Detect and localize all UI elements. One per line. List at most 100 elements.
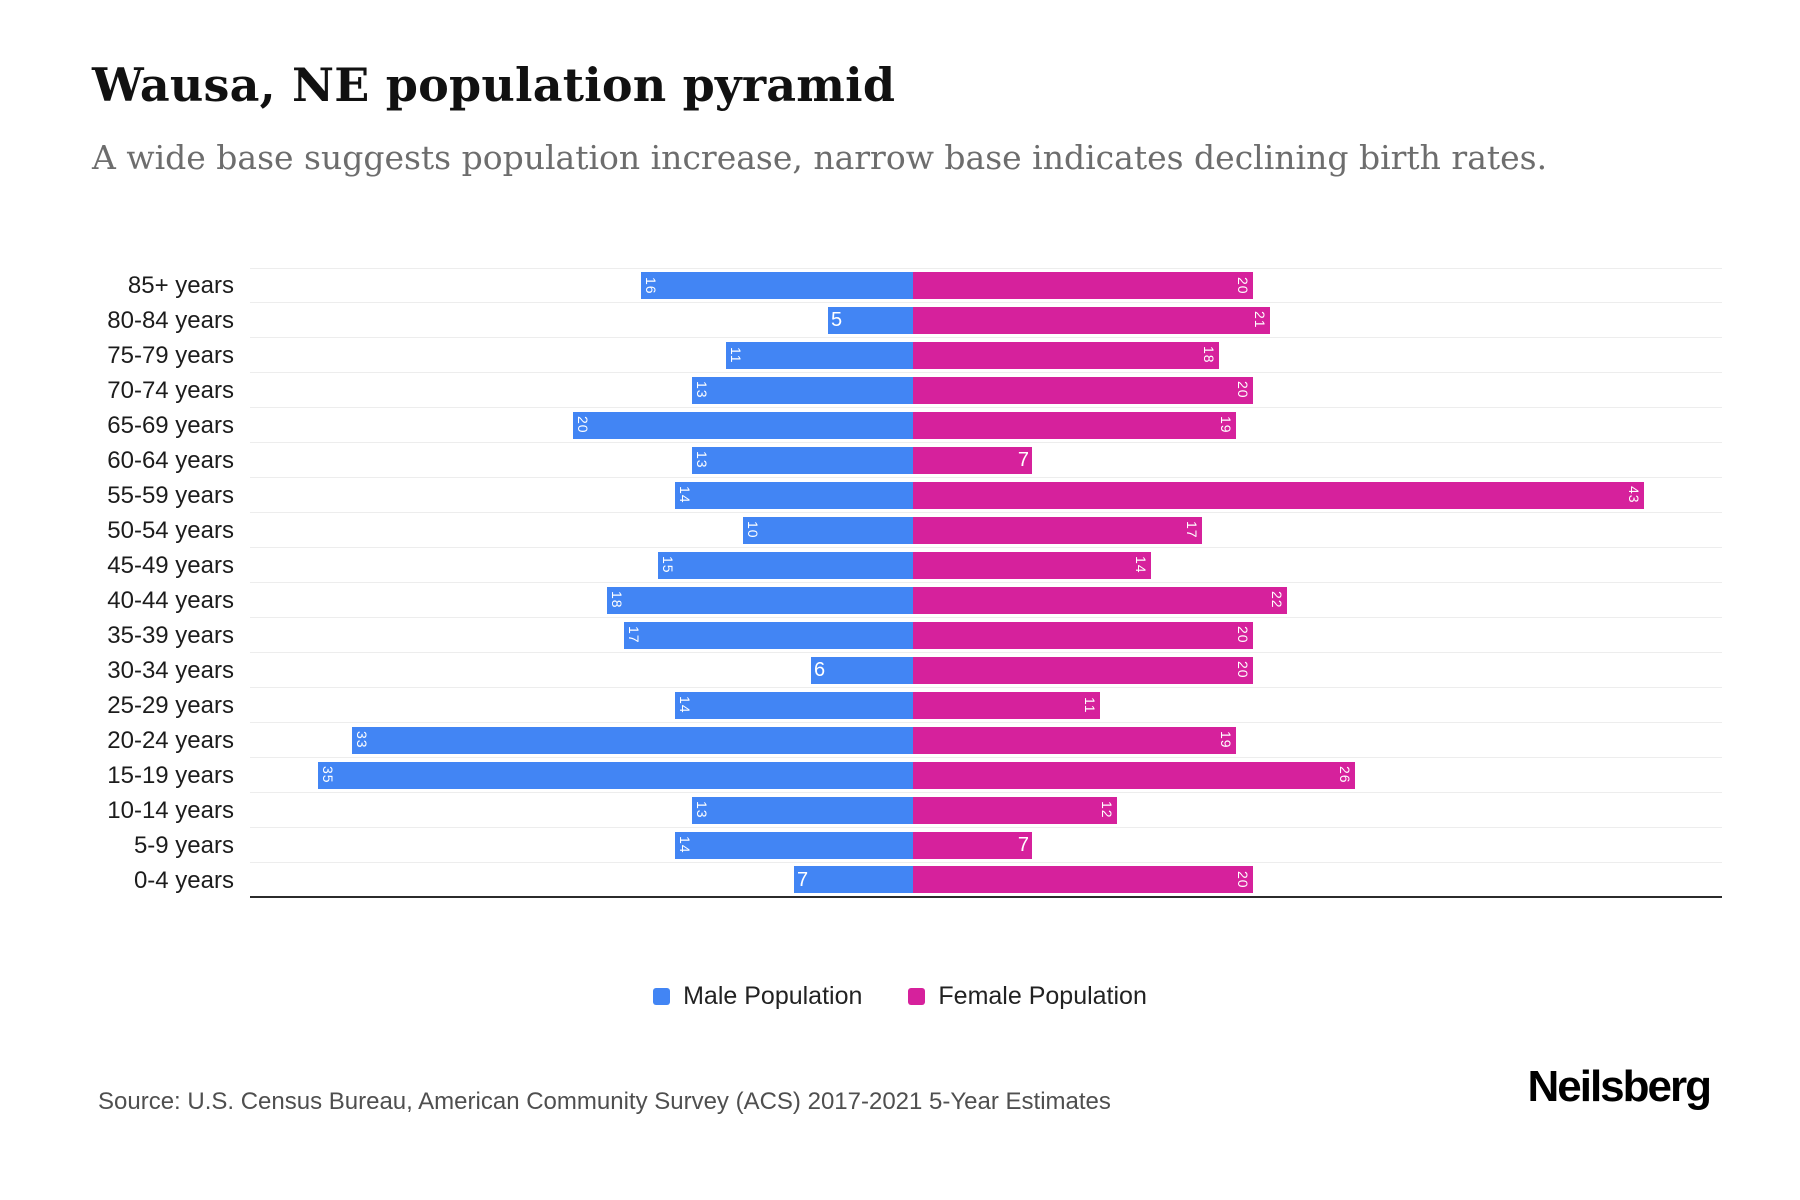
male-bar[interactable]: 11 <box>726 341 913 369</box>
pyramid-row: 70-74 years 13 20 <box>92 373 1722 408</box>
female-side: 11 <box>913 688 1722 722</box>
plot-row: 14 11 <box>250 688 1722 723</box>
male-bar[interactable]: 14 <box>675 691 913 719</box>
male-bar[interactable]: 10 <box>743 516 913 544</box>
female-swatch <box>908 988 926 1005</box>
male-bar[interactable]: 16 <box>641 272 913 299</box>
male-side: 5 <box>250 303 913 337</box>
bar-value-label: 7 <box>797 868 809 891</box>
pyramid-row: 85+ years 16 20 <box>92 268 1722 303</box>
male-side: 11 <box>250 338 913 372</box>
male-bar[interactable]: 15 <box>658 551 913 579</box>
pyramid-row: 15-19 years 35 26 <box>92 758 1722 793</box>
male-bar[interactable]: 5 <box>828 306 913 334</box>
female-side: 20 <box>913 269 1722 302</box>
plot-row: 35 26 <box>250 758 1722 793</box>
female-bar[interactable]: 22 <box>913 586 1287 614</box>
female-bar[interactable]: 20 <box>913 866 1253 893</box>
pyramid-row: 30-34 years 6 20 <box>92 653 1722 688</box>
male-side: 13 <box>250 793 913 827</box>
bar-value-label: 14 <box>677 486 693 504</box>
bar-value-label: 14 <box>677 696 693 714</box>
legend-item-male[interactable]: Male Population <box>653 982 862 1011</box>
female-bar[interactable]: 43 <box>913 481 1644 509</box>
age-group-label: 50-54 years <box>107 517 234 544</box>
male-side: 10 <box>250 513 913 547</box>
bar-value-label: 20 <box>1235 661 1251 679</box>
female-side: 21 <box>913 303 1722 337</box>
legend-female-label: Female Population <box>938 982 1147 1010</box>
male-bar[interactable]: 14 <box>675 831 913 859</box>
age-group-label: 80-84 years <box>107 307 234 334</box>
chart-subtitle: A wide base suggests population increase… <box>92 138 1548 177</box>
pyramid-row: 50-54 years 10 17 <box>92 513 1722 548</box>
female-bar[interactable]: 19 <box>913 726 1236 754</box>
male-side: 7 <box>250 863 913 896</box>
male-bar[interactable]: 17 <box>624 621 913 649</box>
bar-value-label: 20 <box>1235 870 1251 889</box>
bar-value-label: 17 <box>626 626 642 644</box>
female-side: 26 <box>913 758 1722 792</box>
female-bar[interactable]: 19 <box>913 411 1236 439</box>
male-side: 15 <box>250 548 913 582</box>
bar-value-label: 16 <box>643 276 659 295</box>
female-bar[interactable]: 7 <box>913 831 1032 859</box>
male-bar[interactable]: 14 <box>675 481 913 509</box>
female-bar[interactable]: 20 <box>913 272 1253 299</box>
female-bar[interactable]: 26 <box>913 761 1355 789</box>
bar-value-label: 21 <box>1252 311 1268 329</box>
age-group-label: 10-14 years <box>107 797 234 824</box>
male-bar[interactable]: 35 <box>318 761 913 789</box>
male-side: 13 <box>250 373 913 407</box>
male-side: 17 <box>250 618 913 652</box>
female-bar[interactable]: 17 <box>913 516 1202 544</box>
female-side: 7 <box>913 828 1722 862</box>
bar-value-label: 20 <box>1235 276 1251 295</box>
female-side: 43 <box>913 478 1722 512</box>
female-bar[interactable]: 11 <box>913 691 1100 719</box>
population-pyramid-chart: 85+ years 16 20 80-84 years 5 21 75-79 years 11… <box>92 268 1722 898</box>
male-side: 35 <box>250 758 913 792</box>
plot-row: 15 14 <box>250 548 1722 583</box>
plot-row: 10 17 <box>250 513 1722 548</box>
bar-value-label: 20 <box>1235 381 1251 399</box>
age-group-label: 70-74 years <box>107 377 234 404</box>
plot-row: 5 21 <box>250 303 1722 338</box>
pyramid-row: 40-44 years 18 22 <box>92 583 1722 618</box>
age-group-label: 75-79 years <box>107 342 234 369</box>
female-side: 18 <box>913 338 1722 372</box>
male-side: 13 <box>250 443 913 477</box>
female-bar[interactable]: 7 <box>913 446 1032 474</box>
female-side: 20 <box>913 863 1722 896</box>
male-bar[interactable]: 13 <box>692 796 913 824</box>
male-bar[interactable]: 18 <box>607 586 913 614</box>
male-bar[interactable]: 7 <box>794 866 913 893</box>
pyramid-row: 5-9 years 14 7 <box>92 828 1722 863</box>
pyramid-row: 80-84 years 5 21 <box>92 303 1722 338</box>
bar-value-label: 17 <box>1184 521 1200 539</box>
female-bar[interactable]: 20 <box>913 656 1253 684</box>
male-side: 20 <box>250 408 913 442</box>
male-bar[interactable]: 33 <box>352 726 913 754</box>
female-bar[interactable]: 21 <box>913 306 1270 334</box>
female-bar[interactable]: 18 <box>913 341 1219 369</box>
bar-value-label: 26 <box>1337 766 1353 784</box>
male-bar[interactable]: 6 <box>811 656 913 684</box>
male-side: 6 <box>250 653 913 687</box>
female-bar[interactable]: 14 <box>913 551 1151 579</box>
male-side: 18 <box>250 583 913 617</box>
female-bar[interactable]: 20 <box>913 376 1253 404</box>
pyramid-row: 60-64 years 13 7 <box>92 443 1722 478</box>
male-bar[interactable]: 13 <box>692 446 913 474</box>
bar-value-label: 14 <box>1133 556 1149 574</box>
legend-item-female[interactable]: Female Population <box>908 982 1147 1011</box>
age-group-label: 25-29 years <box>107 692 234 719</box>
male-bar[interactable]: 13 <box>692 376 913 404</box>
female-bar[interactable]: 20 <box>913 621 1253 649</box>
bar-value-label: 20 <box>575 416 591 434</box>
bar-value-label: 15 <box>660 556 676 574</box>
bar-value-label: 33 <box>354 731 370 749</box>
male-bar[interactable]: 20 <box>573 411 913 439</box>
plot-row: 13 7 <box>250 443 1722 478</box>
female-bar[interactable]: 12 <box>913 796 1117 824</box>
